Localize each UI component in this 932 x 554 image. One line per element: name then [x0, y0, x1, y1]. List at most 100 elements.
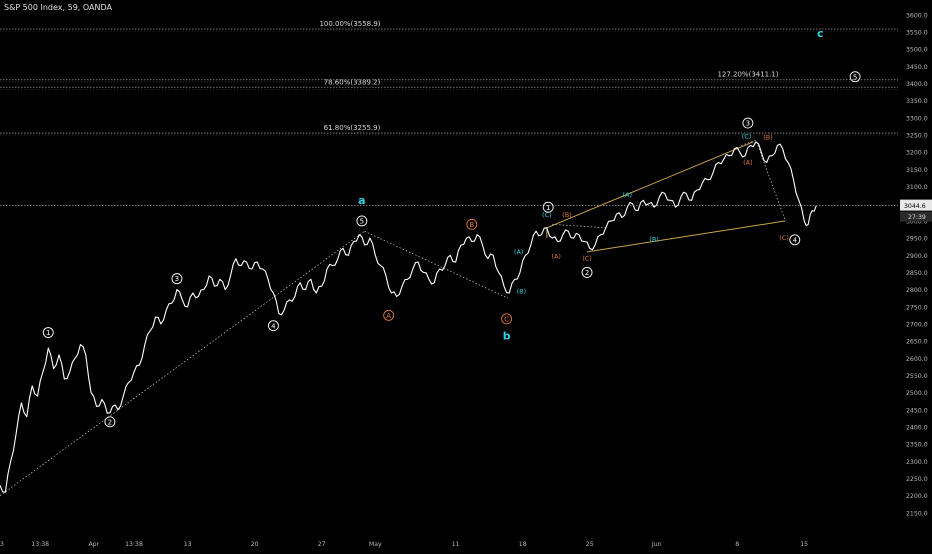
x-tick-label: 8 — [735, 541, 739, 548]
wave-letter-label: a — [358, 194, 365, 207]
fib-label: 100.00%(3558.9) — [319, 20, 380, 28]
x-tick-label: May — [369, 541, 382, 548]
wave-zigzag-line — [741, 139, 786, 222]
fib-label: 61.80%(3255.9) — [324, 124, 381, 132]
wave-label-text: 4 — [271, 322, 276, 330]
y-tick-label: 2750.0 — [906, 304, 928, 311]
wave-label-text: 5 — [360, 218, 364, 226]
fib-label: 78.60%(3389.2) — [324, 78, 381, 86]
wave-label-text: 5 — [853, 73, 857, 81]
wave-label-circle — [383, 309, 395, 321]
wave-guide-line — [552, 224, 606, 229]
y-tick-label: 3300.0 — [906, 115, 928, 122]
wave-label-circle — [542, 201, 554, 213]
x-tick-label: 13 — [184, 541, 192, 548]
x-tick-label: 18 — [519, 541, 527, 548]
y-tick-label: 2900.0 — [906, 253, 928, 260]
wave-sub-label: (B) — [763, 134, 773, 142]
wave-sub-label: (B) — [517, 288, 527, 296]
wave-label-circle — [267, 320, 279, 332]
y-tick-label: 3150.0 — [906, 167, 928, 174]
wave-guide-line — [364, 230, 509, 299]
y-tick-label: 3550.0 — [906, 30, 928, 37]
chart-title: S&P 500 Index, 59, OANDA — [4, 3, 112, 12]
y-tick-label: 3200.0 — [906, 150, 928, 157]
y-tick-label: 2500.0 — [906, 390, 928, 397]
x-tick-label: 13:38 — [125, 541, 143, 548]
y-tick-label: 2300.0 — [906, 459, 928, 466]
y-tick-label: 2800.0 — [906, 287, 928, 294]
wave-label-text: 3 — [175, 275, 179, 283]
y-tick-label: 3500.0 — [906, 47, 928, 54]
y-tick-label: 3000.0 — [906, 218, 928, 225]
y-tick-label: 3350.0 — [906, 98, 928, 105]
y-tick-label: 2950.0 — [906, 236, 928, 243]
wave-sub-label: (C) — [582, 254, 592, 262]
wave-sub-label: (A) — [622, 191, 632, 199]
wave-label-text: 4 — [793, 236, 798, 244]
wave-sub-label: (C) — [542, 211, 552, 219]
wave-label-circle — [501, 313, 513, 325]
wave-sub-label: (C) — [779, 234, 789, 242]
y-tick-label: 2850.0 — [906, 270, 928, 277]
y-tick-label: 2250.0 — [906, 476, 928, 483]
wave-sub-label: (A) — [743, 159, 753, 167]
x-tick-label: 20 — [251, 541, 259, 548]
wave-label-circle — [742, 117, 754, 129]
y-tick-label: 2150.0 — [906, 510, 928, 517]
y-tick-label: 2450.0 — [906, 407, 928, 414]
y-tick-label: 3400.0 — [906, 81, 928, 88]
x-tick-label: Jun — [651, 541, 662, 548]
y-tick-label: 3250.0 — [906, 133, 928, 140]
wave-letter-label: c — [817, 27, 824, 40]
wave-label-circle — [789, 234, 801, 246]
y-tick-label: 2650.0 — [906, 339, 928, 346]
wave-label-text: 1 — [46, 329, 50, 337]
wave-sub-label: (C) — [742, 133, 752, 141]
wave-label-text: 1 — [546, 204, 550, 212]
y-tick-label: 2600.0 — [906, 356, 928, 363]
y-tick-label: 2200.0 — [906, 493, 928, 500]
y-tick-label: 2350.0 — [906, 442, 928, 449]
wave-label-circle — [849, 71, 861, 83]
wave-label-text: 2 — [585, 269, 589, 277]
y-tick-label: 3100.0 — [906, 184, 928, 191]
last-price-badge — [900, 199, 932, 211]
countdown-label: 27:39 — [908, 214, 926, 221]
x-tick-label: 23 — [0, 541, 4, 548]
y-tick-label: 2400.0 — [906, 424, 928, 431]
channel-line — [586, 220, 786, 253]
wave-label-text: B — [469, 221, 474, 229]
wave-label-circle — [171, 273, 183, 285]
channel-line — [546, 141, 754, 229]
wave-sub-label: (B) — [649, 236, 659, 244]
wave-label-circle — [581, 266, 593, 278]
x-tick-label: 15 — [800, 541, 808, 548]
wave-guide-line — [0, 230, 365, 496]
price-series-line — [0, 141, 817, 493]
x-tick-label: 13:38 — [31, 541, 49, 548]
x-tick-label: 11 — [452, 541, 460, 548]
wave-label-text: 2 — [108, 418, 112, 426]
wave-label-circle — [42, 327, 54, 338]
wave-sub-label: (A) — [514, 248, 524, 256]
wave-label-text: C — [504, 315, 509, 323]
y-tick-label: 3600.0 — [906, 12, 928, 19]
y-tick-label: 2700.0 — [906, 321, 928, 328]
wave-label-circle — [466, 218, 478, 230]
last-price-label: 3044.6 — [904, 203, 926, 210]
fib-label: 127.20%(3411.1) — [717, 71, 778, 79]
wave-label-text: A — [386, 312, 391, 320]
wave-label-circle — [104, 416, 116, 428]
wave-label-circle — [356, 215, 368, 227]
wave-label-text: 3 — [746, 120, 750, 128]
countdown-badge — [900, 211, 932, 222]
x-tick-label: Apr — [88, 541, 99, 548]
y-tick-label: 2550.0 — [906, 373, 928, 380]
x-tick-label: 27 — [318, 541, 326, 548]
wave-sub-label: (B) — [562, 211, 572, 219]
wave-letter-label: b — [503, 329, 511, 342]
wave-sub-label: (A) — [551, 253, 561, 261]
